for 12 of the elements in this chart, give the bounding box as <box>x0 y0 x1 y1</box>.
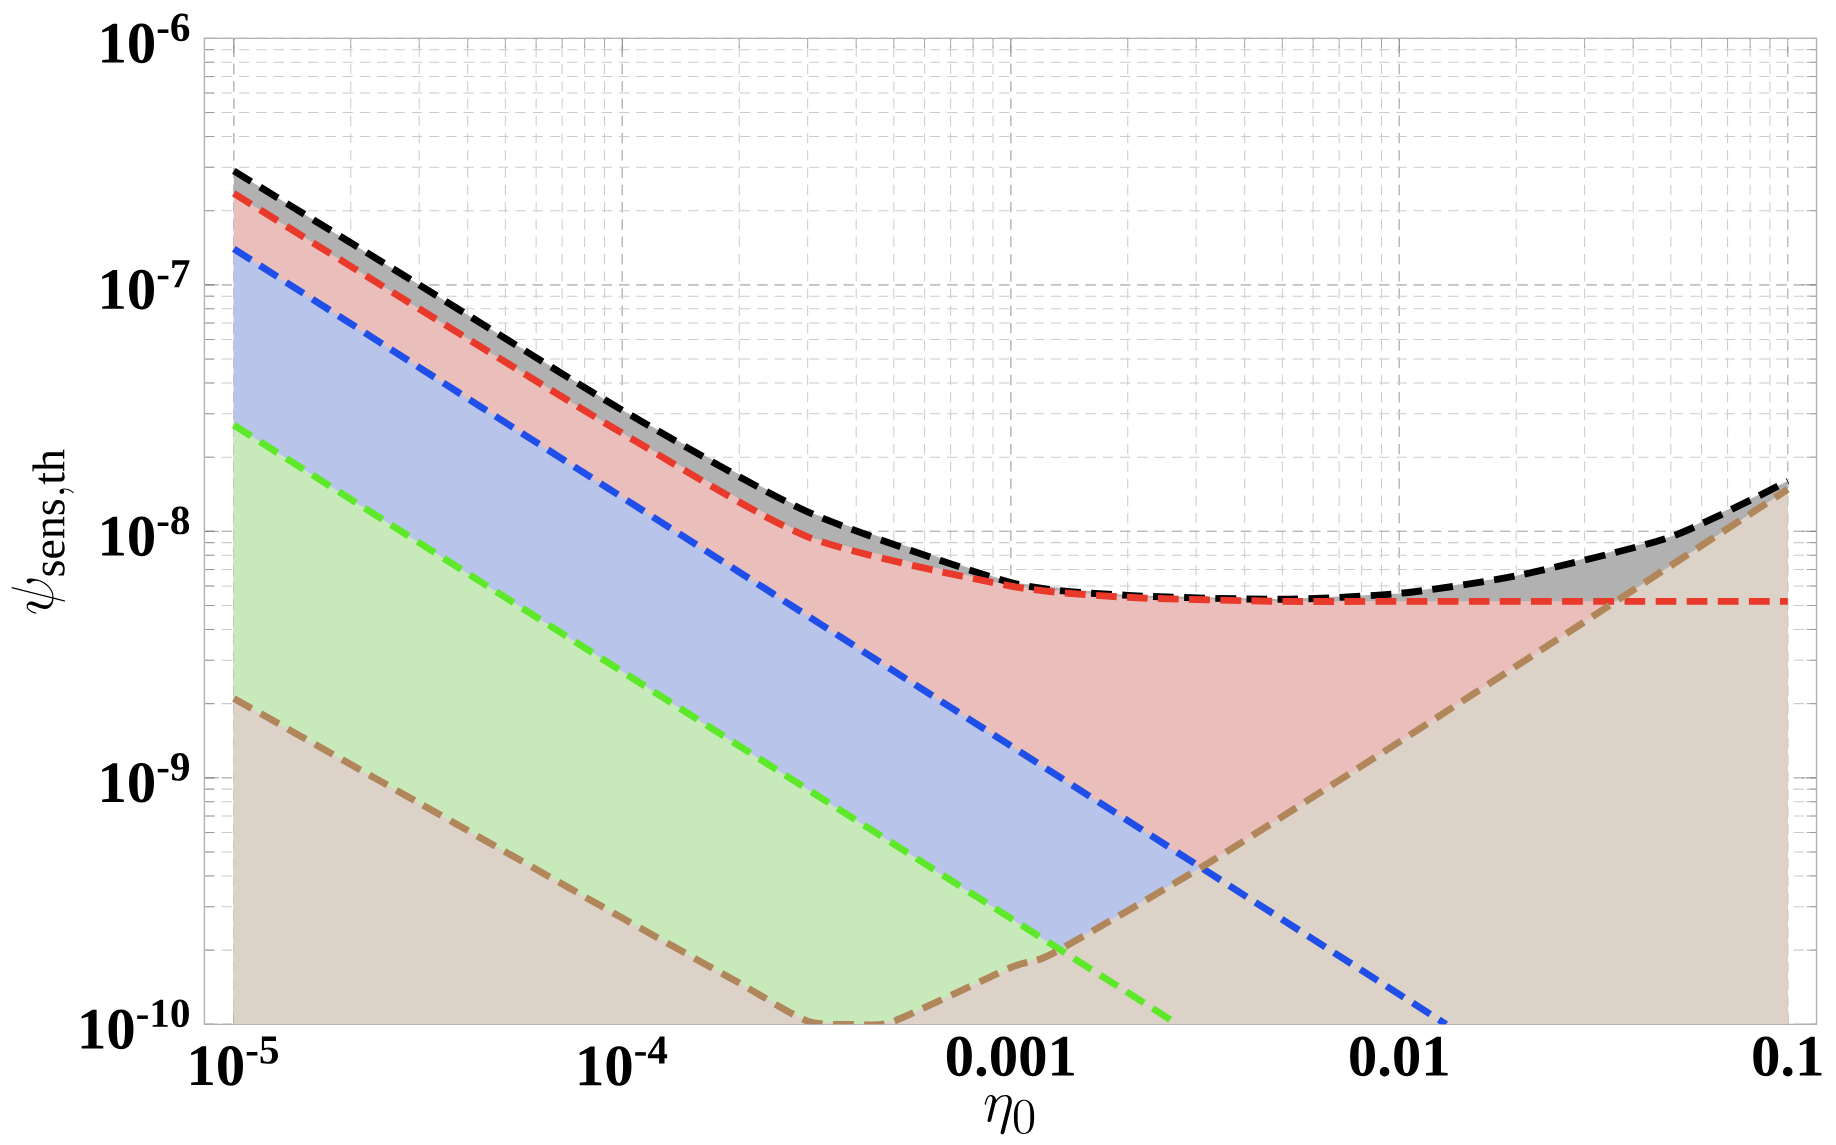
x-tick-label: 10$^{-4}$ <box>579 1036 668 1087</box>
x-axis-title: $\eta_0$ <box>984 1095 1035 1135</box>
x-tick-label: 10$^{-5}$ <box>191 1036 278 1086</box>
y-tick-label: 10$^{-6}$ <box>102 13 190 64</box>
y-tick-label: 10$^{-8}$ <box>102 506 190 557</box>
x-tick-label: 0.01 <box>1350 1036 1448 1077</box>
x-tick-label: 0.001 <box>946 1036 1074 1077</box>
x-tick-label: 0.1 <box>1753 1036 1822 1077</box>
y-axis-title: $\psi_{\rm sens,th}$ <box>11 449 74 615</box>
y-tick-label: 10$^{-9}$ <box>102 753 189 803</box>
y-tick-label: 10$^{-10}$ <box>81 999 189 1050</box>
y-tick-label: 10$^{-7}$ <box>102 260 190 310</box>
